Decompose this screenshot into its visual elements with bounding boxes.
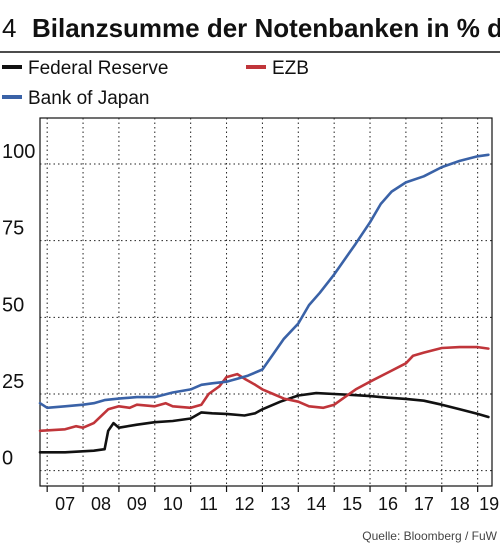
x-tick-label: 18 (450, 494, 470, 514)
x-tick-label: 16 (378, 494, 398, 514)
x-tick-label: 10 (163, 494, 183, 514)
series-lines (38, 153, 490, 454)
legend-label-1: EZB (272, 58, 309, 79)
chart-title: Bilanzsumme der Notenbanken in % des Bip (32, 13, 500, 43)
legend-label-0: Federal Reserve (28, 58, 168, 79)
series-line-1 (38, 345, 490, 433)
x-tick-label: 17 (414, 494, 434, 514)
x-tick-label: 07 (55, 494, 75, 514)
legend-label-2: Bank of Japan (28, 88, 149, 109)
figure-number: 4 (2, 13, 16, 43)
y-axis-labels: 0 25 50 75 100 (2, 141, 35, 470)
x-tick-label: 09 (127, 494, 147, 514)
y-tick-label: 0 (2, 448, 13, 470)
x-tick-label: 08 (91, 494, 111, 514)
y-tick-label: 75 (2, 218, 24, 240)
series-line-0 (38, 391, 490, 454)
horizontal-gridlines (40, 163, 492, 472)
plot-frame (39, 117, 493, 487)
x-tick-label: 13 (270, 494, 290, 514)
x-tick-label: 19 (479, 494, 499, 514)
chart-legend: Federal Reserve EZB Bank of Japan (2, 58, 309, 109)
x-tick-label: 11 (199, 494, 218, 514)
vertical-gridlines (46, 118, 479, 492)
series-line-2 (38, 153, 490, 410)
x-tick-label: 12 (234, 494, 254, 514)
x-tick-label: 15 (342, 494, 362, 514)
x-axis-labels: 07 08 09 10 11 12 13 14 15 16 17 18 19 (55, 494, 499, 514)
y-tick-label: 100 (2, 141, 35, 163)
y-tick-label: 25 (2, 371, 24, 393)
y-tick-label: 50 (2, 294, 24, 316)
x-tick-label: 14 (306, 494, 326, 514)
source-note: Quelle: Bloomberg / FuW (362, 529, 497, 543)
